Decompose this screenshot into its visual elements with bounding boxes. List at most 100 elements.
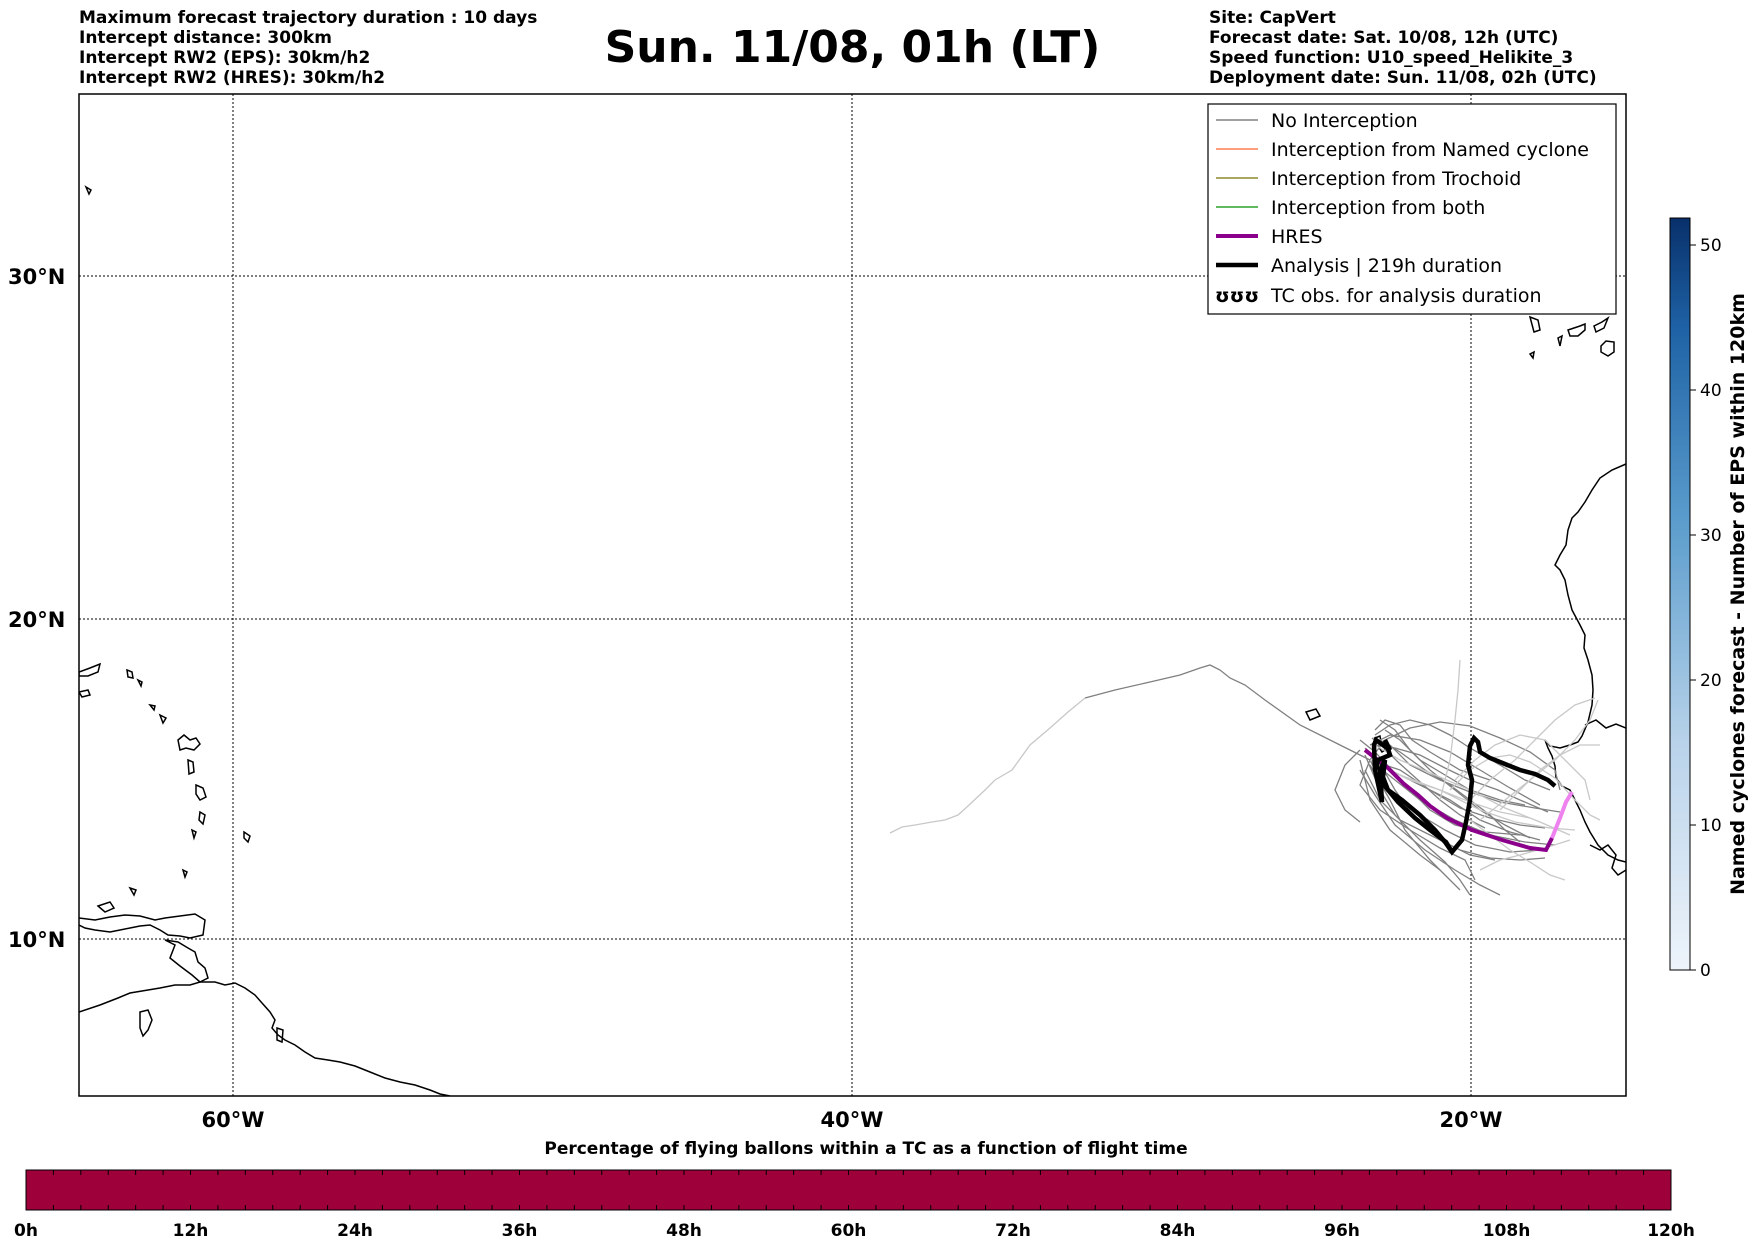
coastline-guadeloupe <box>177 734 201 751</box>
trajectory <box>1439 659 1461 801</box>
coastline-island <box>128 886 137 897</box>
tc-obs-icon: ʊʊʊ <box>1215 285 1259 307</box>
cyclone-count-colorbar: 0 10 20 30 40 50 Named cyclones forecast… <box>1669 217 1749 981</box>
coastline-venezuela-gulf <box>79 913 206 939</box>
map-border <box>78 93 1627 1097</box>
legend-label: Interception from Trochoid <box>1271 168 1521 190</box>
info-line: Site: CapVert <box>1209 8 1336 28</box>
coastline-canary-island <box>1600 340 1615 357</box>
info-line: Speed function: U10_speed_Helikite_3 <box>1209 48 1574 68</box>
trajectory <box>1334 749 1361 823</box>
colorbar-label: Named cyclones forecast - Number of EPS … <box>1727 293 1749 895</box>
legend-label: Interception from both <box>1271 197 1485 219</box>
coastline-cape-verde-island <box>1304 708 1322 721</box>
flight-time-tick-label: 60h <box>831 1221 867 1241</box>
trajectory <box>1369 764 1461 891</box>
trajectory-long <box>1084 664 1371 761</box>
coastline-trinidad <box>164 939 209 983</box>
forecast-settings-info: Maximum forecast trajectory duration : 1… <box>79 8 537 88</box>
lat-label: 20°N <box>8 608 65 632</box>
lat-label: 30°N <box>8 265 65 289</box>
trajectory <box>1359 759 1441 871</box>
colorbar-tick-label: 0 <box>1700 961 1711 981</box>
colorbar-ticks <box>1690 244 1696 971</box>
legend-item: Interception from Named cyclone <box>1216 139 1589 161</box>
legend-box <box>1207 103 1617 315</box>
coastline-martinique <box>195 783 207 801</box>
flight-time-tick-label: 0h <box>14 1221 38 1241</box>
legend-item: Interception from Trochoid <box>1216 168 1521 190</box>
analysis-trajectory <box>1371 734 1557 856</box>
trajectory <box>1479 699 1599 821</box>
flight-time-bar <box>25 1169 1672 1211</box>
lat-label: 10°N <box>8 928 65 952</box>
colorbar-gradient <box>1669 217 1691 971</box>
legend-label: HRES <box>1271 226 1323 248</box>
legend-label: No Interception <box>1271 110 1418 132</box>
longitude-labels: 60°W 40°W 20°W <box>202 1108 1503 1132</box>
trajectory <box>1374 719 1491 781</box>
page-title: Sun. 11/08, 01h (LT) <box>604 22 1101 73</box>
legend-label: Analysis | 219h duration <box>1271 255 1502 277</box>
coastline-st-lucia <box>198 810 206 826</box>
trajectory <box>1389 769 1531 819</box>
trajectory <box>1369 734 1541 806</box>
flight-time-tick-label: 72h <box>995 1221 1031 1241</box>
trajectory <box>1374 744 1549 813</box>
flight-time-colorbar: Percentage of flying ballons within a TC… <box>14 1139 1695 1241</box>
trajectory <box>1384 729 1526 806</box>
site-info: Site: CapVert Forecast date: Sat. 10/08,… <box>1209 8 1597 88</box>
legend-item: Analysis | 219h duration <box>1216 255 1502 277</box>
info-line: Intercept distance: 300km <box>79 28 332 48</box>
hres-trajectory <box>1363 748 1574 853</box>
hres-track-late <box>1550 790 1574 839</box>
trajectory <box>1454 734 1591 801</box>
legend-item: No Interception <box>1216 110 1418 132</box>
trajectory <box>1449 754 1601 821</box>
info-line: Deployment date: Sun. 11/08, 02h (UTC) <box>1209 68 1597 88</box>
flight-time-tick-label: 108h <box>1483 1221 1531 1241</box>
latitude-labels: 30°N 20°N 10°N <box>8 265 65 952</box>
coastline-africa-detail <box>1589 844 1626 876</box>
analysis-track <box>1374 734 1557 856</box>
legend-item: ʊʊʊ TC obs. for analysis duration <box>1215 285 1542 307</box>
coastline-canary-island <box>1557 334 1564 347</box>
info-line: Intercept RW2 (EPS): 30km/h2 <box>79 48 371 68</box>
coastline-island <box>136 678 143 689</box>
trajectory-long <box>889 697 1086 834</box>
coastline-island <box>84 185 92 196</box>
lon-label: 40°W <box>821 1108 884 1132</box>
flight-time-tick-labels: 0h 12h 24h 36h 48h 60h 72h 84h 96h 108h 120h <box>14 1221 1695 1241</box>
colorbar-tick-labels: 0 10 20 30 40 50 <box>1700 236 1722 981</box>
coastline-dominica <box>187 758 195 776</box>
legend-item: Interception from both <box>1216 197 1485 219</box>
flight-time-bar-ticks <box>52 1170 1645 1210</box>
coastline-island <box>276 1026 284 1044</box>
legend: No Interception Interception from Named … <box>1207 103 1617 315</box>
hres-track <box>1363 748 1554 853</box>
trajectory <box>1369 759 1546 829</box>
coastline-canary-island <box>1528 350 1535 360</box>
flight-time-tick-label: 24h <box>337 1221 373 1241</box>
legend-label: Interception from Named cyclone <box>1271 139 1589 161</box>
trajectory <box>1359 769 1501 896</box>
coastline-island <box>158 713 168 725</box>
legend-item: HRES <box>1216 226 1323 248</box>
coastline-island <box>96 901 116 913</box>
coastline-puerto-rico <box>79 662 102 677</box>
coastline-island <box>148 703 156 712</box>
flight-time-colorbar-title: Percentage of flying ballons within a TC… <box>544 1139 1187 1159</box>
flight-time-tick-label: 48h <box>666 1221 702 1241</box>
colorbar-tick-label: 30 <box>1700 526 1722 546</box>
colorbar-tick-label: 10 <box>1700 816 1722 836</box>
coastline-canary-island <box>1567 322 1586 337</box>
trajectory <box>1379 739 1521 843</box>
trajectory <box>1379 719 1531 839</box>
flight-time-tick-label: 12h <box>173 1221 209 1241</box>
colorbar-tick-label: 50 <box>1700 236 1722 256</box>
coastline-barbados <box>243 830 251 844</box>
info-line: Intercept RW2 (HRES): 30km/h2 <box>79 68 386 88</box>
coastline-grenada <box>181 868 188 880</box>
trajectory <box>1469 819 1566 881</box>
